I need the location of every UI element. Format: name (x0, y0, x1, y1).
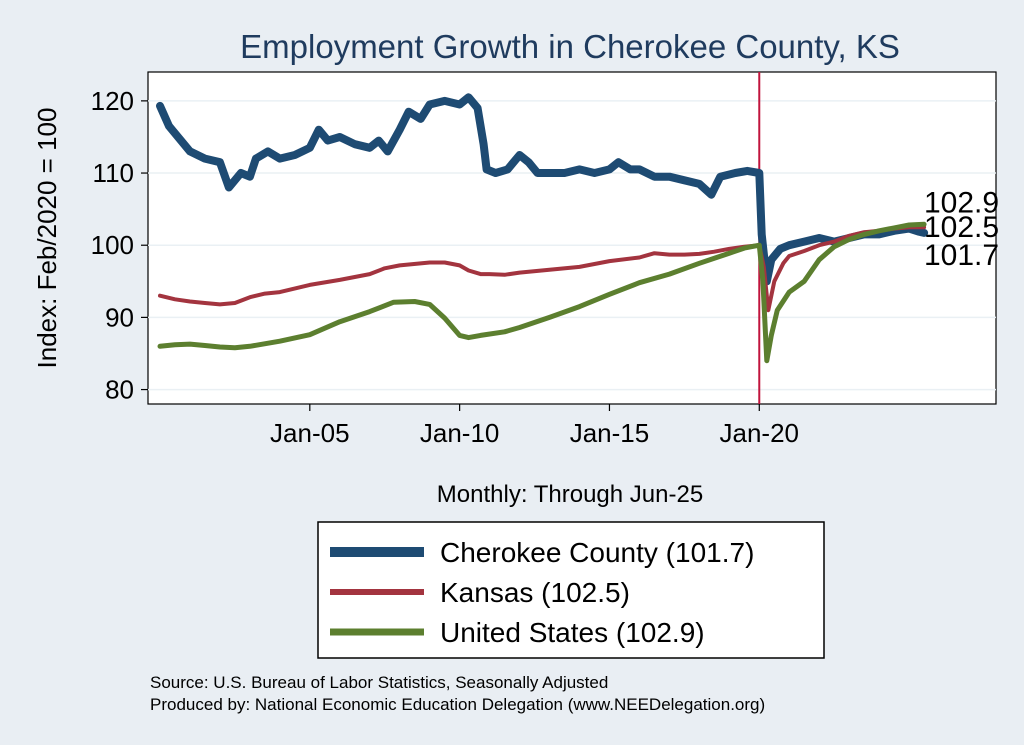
producer-note: Produced by: National Economic Education… (150, 695, 765, 714)
legend-label-1: Kansas (102.5) (440, 577, 630, 608)
legend-label-2: United States (102.9) (440, 617, 705, 648)
y-tick-label: 110 (93, 158, 134, 188)
series-lines (156, 93, 929, 364)
y-axis: 80 90 100 110 120 (91, 86, 148, 405)
end-label-1: 102.5 (924, 211, 999, 244)
y-tick-label: 80 (105, 375, 134, 405)
series-line-1 (158, 225, 927, 313)
x-tick-label: Jan-10 (420, 418, 500, 448)
end-label-0: 101.7 (924, 239, 999, 272)
y-tick-label: 90 (105, 302, 134, 332)
series-line-0 (156, 93, 929, 286)
y-tick-label: 120 (91, 86, 134, 116)
x-tick-label: Jan-15 (570, 418, 650, 448)
gridlines (148, 100, 996, 391)
y-axis-label: Index: Feb/2020 = 100 (32, 108, 62, 369)
legend: Cherokee County (101.7) Kansas (102.5) Uni… (317, 521, 825, 659)
chart-title: Employment Growth in Cherokee County, KS (240, 28, 900, 65)
x-tick-label: Jan-05 (270, 418, 350, 448)
x-axis-label: Monthly: Through Jun-25 (437, 481, 703, 508)
y-tick-label: 100 (91, 230, 134, 260)
source-note: Source: U.S. Bureau of Labor Statistics,… (150, 673, 608, 692)
legend-label-0: Cherokee County (101.7) (440, 537, 754, 568)
plot-area: 80 90 100 110 120 Jan-05 Jan-10 Jan-15 Jan-20 1… (91, 71, 999, 448)
series-line-2 (157, 221, 927, 364)
x-tick-label: Jan-20 (720, 418, 800, 448)
end-label-2: 102.9 (924, 186, 999, 219)
x-axis: Jan-05 Jan-10 Jan-15 Jan-20 (270, 404, 799, 448)
